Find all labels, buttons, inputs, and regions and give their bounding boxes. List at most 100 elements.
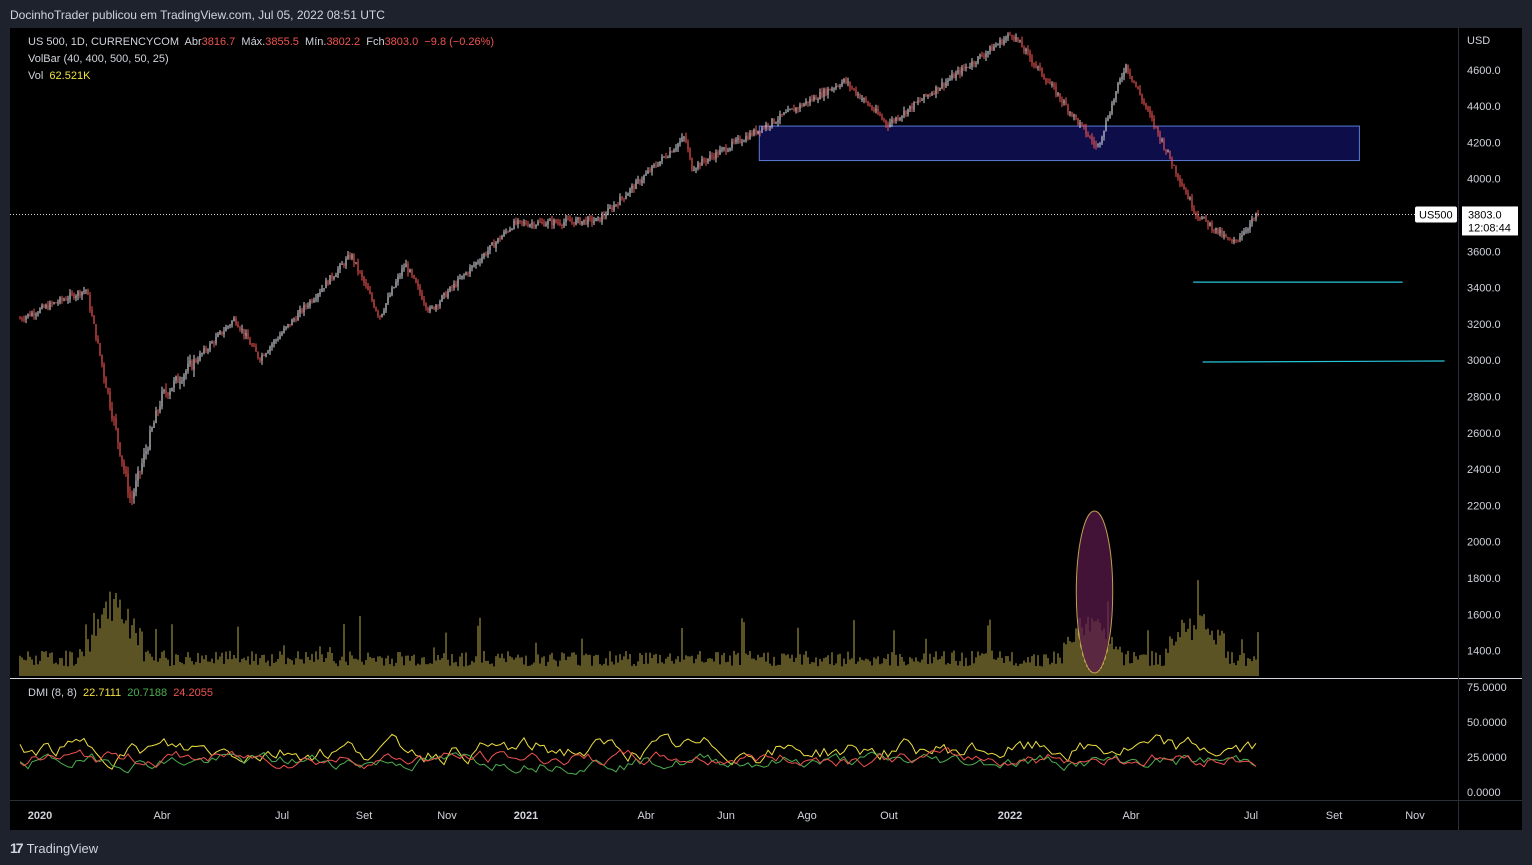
candle-body [703, 158, 705, 161]
candle-body [491, 242, 493, 246]
candle-body [1193, 208, 1195, 213]
candle-body [277, 339, 279, 341]
time-axis-label: 2022 [998, 810, 1022, 822]
candle-body [1167, 150, 1169, 152]
candle-body [751, 132, 753, 136]
candle-body [219, 331, 221, 334]
candle-body [817, 99, 819, 101]
price-axis-tick: 4400.0 [1467, 101, 1501, 113]
candle-body [569, 219, 571, 222]
candle-body [647, 170, 649, 174]
candle-body [667, 156, 669, 158]
price-legend[interactable]: US 500, 1D, CURRENCYCOM Abr3816.7 Máx.38… [28, 35, 494, 49]
candle-body [197, 360, 199, 362]
candle-body [791, 108, 793, 110]
candle-body [795, 107, 797, 112]
candle-body [321, 288, 323, 292]
candle-body [109, 391, 111, 408]
candle-body [699, 163, 701, 166]
candle-body [1111, 103, 1113, 114]
candle-body [403, 267, 405, 269]
candle-body [889, 122, 891, 127]
candle-body [387, 296, 389, 304]
candle-body [1155, 125, 1157, 127]
candle-body [93, 315, 95, 325]
candle-body [311, 300, 313, 302]
chart-frame[interactable]: USD4600.04400.04200.04000.03800.03600.03… [10, 28, 1522, 830]
candle-body [393, 287, 395, 289]
candle-body [579, 217, 581, 225]
price-axis-tick: 4200.0 [1467, 137, 1501, 149]
candle-body [1031, 57, 1033, 64]
dmi-legend[interactable]: DMI (8, 8) 22.7111 20.7188 24.2055 [28, 686, 213, 700]
candle-body [447, 291, 449, 298]
candle-body [557, 222, 559, 224]
dmi-axis-tick: 75.0000 [1467, 682, 1507, 694]
candle-body [875, 108, 877, 112]
candle-body [991, 46, 993, 51]
candle-body [775, 122, 777, 124]
candle-body [381, 313, 383, 317]
candle-body [275, 339, 277, 341]
candle-body [271, 344, 273, 347]
candle-body [1139, 89, 1141, 95]
candle-body [111, 407, 113, 419]
candle-body [583, 219, 585, 222]
chart-canvas[interactable]: USD4600.04400.04200.04000.03800.03600.03… [10, 28, 1522, 830]
candle-body [601, 215, 603, 222]
candle-body [437, 305, 439, 307]
candle-body [1211, 222, 1213, 231]
candle-body [643, 175, 645, 181]
candle-body [397, 276, 399, 282]
legend-open-value: 3816.7 [201, 36, 236, 48]
candle-body [473, 264, 475, 266]
candle-body [801, 104, 803, 107]
candle-body [917, 100, 919, 103]
candle-body [735, 139, 737, 142]
candle-body [81, 291, 83, 296]
candle-body [689, 149, 691, 158]
candle-body [669, 151, 671, 157]
tradingview-brand[interactable]: 17 TradingView [10, 840, 98, 856]
candle-body [527, 224, 529, 227]
candle-body [777, 120, 779, 123]
candle-body [755, 129, 757, 134]
candle-body [1147, 107, 1149, 110]
candle-body [329, 275, 331, 285]
candle-body [529, 224, 531, 227]
candle-body [373, 300, 375, 308]
candle-body [211, 342, 213, 344]
candle-body [215, 336, 217, 344]
price-axis-tick: 2400.0 [1467, 464, 1501, 476]
candle-body [177, 376, 179, 383]
candle-body [947, 80, 949, 82]
vol-legend[interactable]: Vol 62.521K [28, 69, 90, 83]
candle-body [927, 94, 929, 97]
volbar-legend[interactable]: VolBar (40, 400, 500, 50, 25) [28, 52, 169, 66]
candle-body [705, 160, 707, 162]
candle-body [1231, 239, 1233, 243]
candle-body [195, 359, 197, 362]
candle-body [107, 388, 109, 392]
candle-body [383, 310, 385, 314]
candle-body [119, 442, 121, 456]
candle-body [553, 219, 555, 226]
candle-body [467, 272, 469, 274]
candle-body [921, 99, 923, 101]
candle-body [623, 197, 625, 199]
candle-body [191, 360, 193, 370]
candle-body [117, 428, 119, 443]
candle-body [513, 220, 515, 229]
candle-body [161, 391, 163, 407]
candle-body [983, 56, 985, 58]
dmi-label: DMI (8, 8) [28, 687, 77, 699]
price-axis-tick: 2000.0 [1467, 537, 1501, 549]
candle-body [265, 353, 267, 356]
legend-low-value: 3802.2 [326, 36, 361, 48]
candle-body [163, 390, 165, 392]
candle-body [1133, 80, 1135, 83]
price-axis-tick: 3400.0 [1467, 283, 1501, 295]
candle-body [507, 231, 509, 233]
candle-body [183, 374, 185, 382]
resistance-zone [758, 125, 1360, 162]
